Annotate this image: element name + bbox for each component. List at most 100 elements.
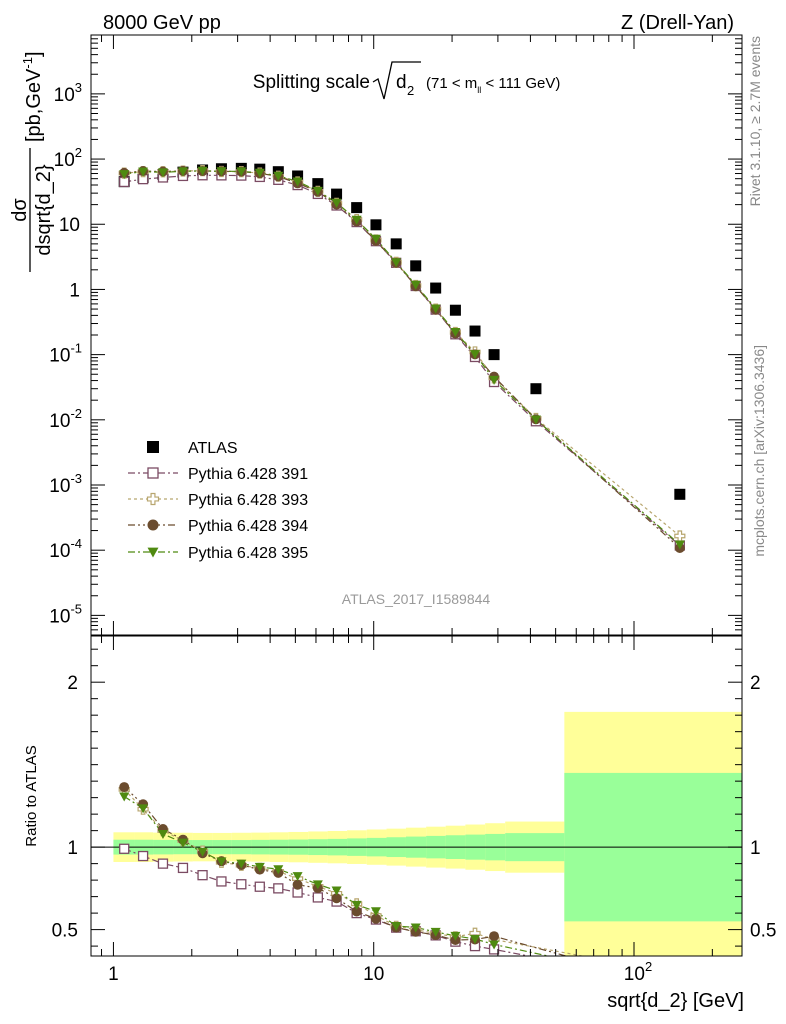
data-point: [449, 304, 461, 316]
x-tick-label: 10: [363, 964, 384, 985]
ratio-point: [331, 893, 342, 904]
ratio-axes: 0.5 0.5 1 1 2 2 1 10 102: [52, 636, 776, 985]
ratio-frame: [90, 635, 743, 957]
mc-point: [470, 350, 481, 360]
y-tick-label: 10-5: [49, 601, 82, 627]
mcplots-label: mcplots.cern.ch [arXiv:1306.3436]: [751, 345, 767, 557]
data-point: [312, 178, 324, 190]
main-title-text: Splitting scale: [253, 72, 370, 93]
ylabel-denominator: dsqrt{d_2}: [33, 164, 55, 256]
legend-marker: [147, 441, 159, 453]
y-tick-label: 103: [54, 80, 82, 106]
legend-marker: [147, 519, 159, 531]
ratio-point: [216, 857, 227, 867]
ratio-point: [197, 870, 208, 881]
mc-point: [236, 167, 247, 177]
ylabel-numerator: dσ: [9, 198, 31, 222]
mc-point: [370, 234, 381, 244]
legend-marker: [147, 467, 159, 479]
data-point: [530, 383, 542, 395]
y-tick-label: 10-4: [49, 536, 82, 562]
ratio-point: [292, 879, 303, 890]
main-axes: 10-5 10-4 10-3 10-2 10-1 1 10 102 103: [49, 34, 742, 635]
mc-point: [430, 304, 441, 314]
ratio-point: [312, 892, 323, 903]
mc-point: [157, 168, 168, 178]
data-point: [331, 188, 343, 200]
y-tick-label: 10-1: [49, 341, 82, 367]
ratio-point: [675, 969, 685, 979]
ylabel-unit: [pb,GeV-1]: [20, 51, 45, 142]
mc-point: [674, 530, 686, 542]
ratio-point: [236, 879, 247, 890]
main-ylabel: dσ dsqrt{d_2} [pb,GeV-1]: [9, 51, 55, 272]
ratio-point: [470, 935, 481, 945]
ratio-point: [312, 880, 323, 890]
legend-label: Pythia 6.428 395: [188, 545, 308, 562]
title-d: d: [396, 72, 407, 93]
ratio-point: [351, 900, 362, 910]
ratio-point: [236, 859, 247, 869]
mc-point: [119, 170, 130, 180]
ratio-point: [430, 927, 441, 937]
legend: ATLAS Pythia 6.428 391 Pythia 6.428 393 Pyt…: [128, 440, 308, 562]
ratio-point: [177, 838, 188, 848]
mc-point: [292, 177, 303, 187]
x-axis-label: sqrt{d_2} [GeV]: [607, 990, 744, 1012]
ratio-point: [391, 921, 402, 931]
ratio-point: [254, 862, 265, 872]
ratio-point: [157, 858, 169, 869]
mc-point: [450, 328, 461, 338]
ratio-point: [351, 906, 362, 917]
data-point: [469, 325, 481, 337]
ratio-point: [177, 862, 189, 874]
series-line: [124, 170, 681, 546]
ratio-ylabel: Ratio to ATLAS: [23, 745, 40, 846]
ratio-y-tick-label: 0.5: [52, 921, 78, 942]
data-point: [370, 219, 382, 231]
sqrt-sign: [372, 61, 421, 100]
data-point: [488, 349, 500, 361]
legend-label: ATLAS: [188, 440, 238, 457]
mc-point: [177, 167, 188, 177]
ratio-y-tick-label: 2: [67, 673, 78, 694]
data-point: [674, 488, 686, 500]
ratio-data-layer: [91, 782, 742, 979]
title-sub: (71 < mll < 111 GeV): [426, 75, 560, 95]
header-left: 8000 GeV pp: [103, 12, 221, 34]
ratio-point: [216, 876, 227, 887]
data-point: [292, 170, 304, 182]
mc-point: [351, 215, 362, 225]
ratio-point: [119, 792, 130, 802]
legend-label: Pythia 6.428 391: [188, 466, 308, 483]
data-point: [430, 282, 442, 294]
ratio-point: [137, 850, 149, 862]
data-point: [410, 260, 422, 272]
ratio-point: [138, 804, 149, 814]
mc-point: [312, 186, 323, 196]
y-tick-label: 10-2: [49, 406, 82, 432]
ratio-y-tick-label-right: 1: [750, 838, 761, 859]
mc-point: [197, 166, 208, 176]
x-tick-label: 1: [108, 964, 119, 985]
legend-marker: [147, 547, 159, 558]
legend-label: Pythia 6.428 393: [188, 492, 308, 509]
ratio-y-tick-label-right: 0.5: [750, 921, 776, 942]
main-title: Splitting scale d 2 (71 < mll < 111 GeV): [253, 61, 560, 100]
ratio-point: [197, 847, 208, 857]
ratio-point: [119, 782, 130, 793]
ratio-point: [410, 923, 421, 933]
y-tick-label: 1: [69, 280, 80, 301]
main-data-layer: [118, 162, 686, 554]
rivet-label: Rivet 3.1.10, ≥ 2.7M events: [747, 36, 763, 206]
ratio-point: [273, 883, 284, 894]
legend-marker: [146, 492, 160, 506]
mc-point: [410, 280, 421, 290]
y-tick-label: 10-3: [49, 471, 82, 497]
y-tick-label: 102: [54, 145, 82, 171]
ratio-point: [292, 872, 303, 882]
ratio-point: [450, 931, 461, 941]
title-d-sub: 2: [407, 83, 414, 98]
mc-point: [138, 167, 149, 177]
